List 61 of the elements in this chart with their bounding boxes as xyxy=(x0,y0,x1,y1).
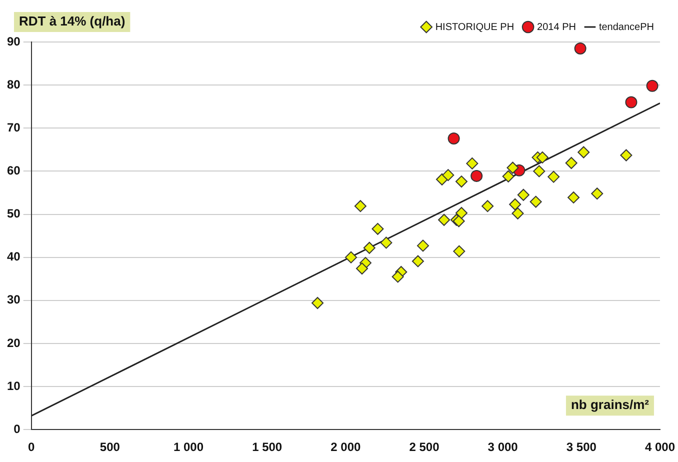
x-tick-label: 4 000 xyxy=(644,440,676,454)
point xyxy=(312,296,324,309)
point xyxy=(455,206,468,219)
point xyxy=(502,170,514,182)
point xyxy=(416,240,429,252)
point xyxy=(530,196,542,208)
point xyxy=(345,251,358,264)
legend-label: 2014 PH xyxy=(537,22,576,33)
point xyxy=(452,215,465,228)
point xyxy=(392,270,404,283)
y-tick-label: 90 xyxy=(6,34,21,48)
point xyxy=(574,42,586,54)
point xyxy=(453,245,466,258)
y-tick-label: 30 xyxy=(6,292,21,307)
point xyxy=(448,132,460,144)
point xyxy=(356,262,368,275)
point xyxy=(354,200,366,212)
x-tick-label: 2 000 xyxy=(330,440,362,454)
x-tick-label: 3 500 xyxy=(566,440,597,454)
y-tick-label: 10 xyxy=(6,378,21,393)
point xyxy=(412,255,424,268)
y-tick-label: 40 xyxy=(6,250,21,264)
y-tick-label: 80 xyxy=(6,77,21,92)
y-tick-label: 0 xyxy=(14,422,21,436)
legend-label: tendancePH xyxy=(598,22,654,33)
point xyxy=(482,200,494,212)
y-tick-label: 60 xyxy=(6,164,21,178)
point xyxy=(536,151,548,164)
x-tick-label: 2 500 xyxy=(409,440,440,454)
point xyxy=(512,207,524,220)
x-tick-label: 1 500 xyxy=(252,440,282,454)
x-tick-label: 3 000 xyxy=(488,440,518,454)
point xyxy=(455,176,468,188)
y-axis-title: RDT à 14% (q/ha) xyxy=(19,14,126,29)
y-tick-label: 50 xyxy=(6,206,21,221)
point xyxy=(363,242,376,254)
x-tick-label: 0 xyxy=(28,440,36,454)
legend-label: HISTORIQUE PH xyxy=(435,22,514,33)
point xyxy=(568,191,580,204)
point xyxy=(380,236,392,249)
point xyxy=(438,214,450,226)
point xyxy=(372,222,384,235)
x-axis-title: nb grains/m² xyxy=(570,397,650,412)
point xyxy=(578,146,590,158)
point xyxy=(442,169,454,182)
x-tick-label: 500 xyxy=(100,440,120,454)
point xyxy=(620,149,632,162)
point xyxy=(625,96,638,108)
point xyxy=(591,188,604,200)
point xyxy=(506,162,519,174)
point xyxy=(548,170,560,183)
point xyxy=(470,170,483,182)
y-tick-label: 20 xyxy=(6,336,21,350)
y-tick-label: 70 xyxy=(6,120,21,134)
point xyxy=(517,188,530,201)
point xyxy=(533,165,546,178)
point xyxy=(565,157,578,170)
point xyxy=(509,198,522,210)
point xyxy=(466,157,478,170)
x-tick-label: 1 000 xyxy=(173,440,204,454)
point xyxy=(646,80,658,92)
